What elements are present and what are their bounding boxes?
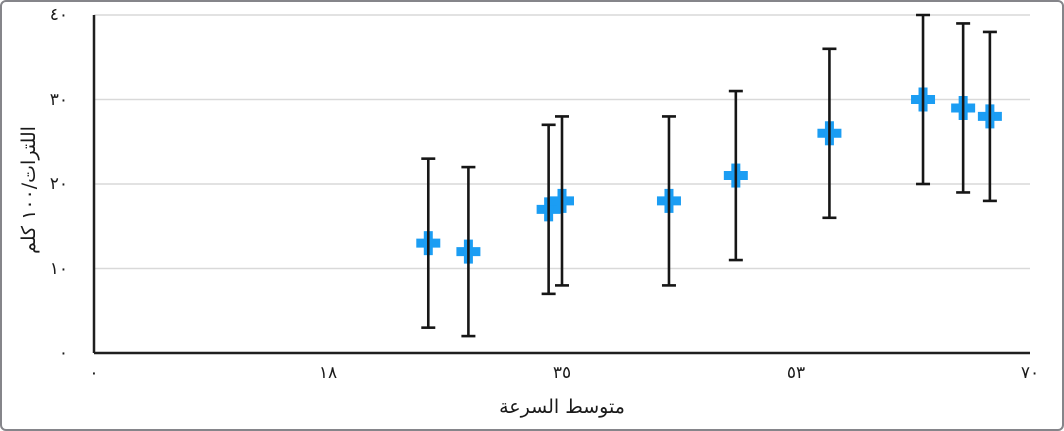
x-tick-label: ٥٣: [786, 363, 806, 383]
y-axis-title: اللترات/١٠٠ كلم: [18, 126, 40, 254]
y-tick-label: ١٠: [49, 258, 68, 279]
x-tick-label: ١٨: [318, 363, 338, 383]
y-tick-label: ٢٠: [49, 174, 68, 194]
x-tick-label: ٧٠: [1020, 363, 1040, 383]
x-axis-title: متوسط السرعة: [499, 396, 625, 418]
x-tick-label: ٣٥: [552, 363, 572, 383]
y-tick-label: ٤٠: [49, 5, 68, 25]
y-tick-label: ٠: [58, 343, 68, 363]
y-tick-label: ٣٠: [49, 89, 68, 110]
x-tick-label: ٠: [89, 363, 99, 383]
